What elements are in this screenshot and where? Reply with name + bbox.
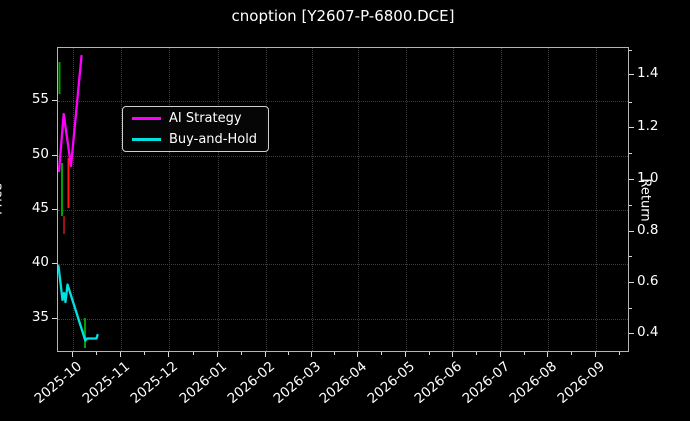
gridline-v — [72, 48, 74, 351]
y-axis-label-price: Price — [0, 183, 6, 215]
return-minor-tick-mark — [629, 101, 632, 103]
y-tick-mark — [52, 209, 57, 210]
x-tick-label: 2025-10 — [31, 358, 85, 407]
x-tick-label: 2026-01 — [176, 358, 230, 407]
x-tick-mark — [356, 352, 358, 357]
gridline-h — [58, 156, 628, 157]
return-tick-mark — [629, 230, 634, 232]
return-minor-tick-mark — [629, 153, 632, 155]
x-minor-tick-mark — [476, 352, 478, 355]
x-tick-label: 2026-04 — [316, 358, 370, 407]
gridline-v — [548, 48, 550, 351]
return-tick-label: 1.2 — [637, 117, 659, 134]
gridline-v — [501, 48, 502, 351]
return-tick-mark — [629, 74, 634, 75]
return-tick-label: 1.4 — [637, 65, 659, 81]
gridline-v — [266, 48, 267, 351]
x-minor-tick-mark — [523, 352, 525, 355]
x-minor-tick-mark — [619, 352, 621, 355]
gridline-v — [453, 48, 455, 351]
x-tick-mark — [500, 352, 501, 357]
return-tick-mark — [629, 179, 634, 180]
legend-item-buy-and-hold: Buy-and-Hold — [123, 131, 268, 148]
legend-line-buy-and-hold-icon — [132, 138, 161, 141]
x-tick-label: 2026-05 — [364, 358, 418, 407]
x-minor-tick-mark — [380, 352, 382, 355]
return-tick-label: 0.4 — [637, 324, 659, 340]
y-tick-mark — [52, 100, 57, 101]
x-minor-tick-mark — [571, 352, 573, 355]
chart-title: cnoption [Y2607-P-6800.DCE] — [231, 7, 455, 25]
gridline-h — [58, 101, 628, 102]
legend-item-ai-strategy: AI Strategy — [123, 110, 268, 127]
gridline-v — [169, 48, 171, 351]
series-line-ai-strategy — [58, 54, 83, 173]
x-minor-tick-mark — [144, 352, 146, 355]
x-tick-mark — [168, 352, 170, 357]
legend: AI Strategy Buy-and-Hold — [122, 106, 269, 152]
x-tick-label: 2026-08 — [506, 358, 561, 407]
gridline-v — [311, 48, 313, 351]
gridline-h — [58, 210, 628, 211]
series-plot — [58, 54, 99, 348]
y-tick-mark — [52, 155, 57, 156]
gridline-h — [58, 319, 628, 320]
x-tick-mark — [547, 352, 549, 357]
series-line-buy-and-hold — [58, 264, 99, 342]
gridline-h — [58, 264, 628, 265]
x-tick-mark — [120, 352, 121, 357]
gridline-v — [406, 48, 407, 351]
gridline-v — [596, 48, 597, 351]
gridline-v — [121, 48, 122, 351]
x-tick-mark — [452, 352, 454, 357]
x-minor-tick-mark — [192, 352, 194, 355]
x-minor-tick-mark — [95, 352, 97, 355]
x-tick-mark — [216, 352, 218, 357]
x-minor-tick-mark — [333, 352, 335, 355]
gridline-v — [217, 48, 219, 351]
return-minor-tick-mark — [629, 49, 632, 51]
plot-area: AI Strategy Buy-and-Hold — [57, 47, 629, 352]
x-minor-tick-mark — [288, 352, 289, 355]
x-tick-label: 2025-11 — [79, 358, 133, 407]
y-tick-mark — [52, 318, 57, 319]
return-tick-mark — [629, 282, 634, 283]
return-minor-tick-mark — [629, 256, 632, 258]
x-tick-mark — [405, 352, 406, 357]
x-tick-label: 2026-06 — [411, 358, 466, 407]
x-tick-mark — [71, 352, 73, 357]
x-tick-label: 2026-03 — [270, 358, 324, 407]
y-tick-label: 35 — [31, 309, 49, 325]
x-tick-mark — [310, 352, 312, 357]
return-minor-tick-mark — [629, 307, 632, 309]
x-tick-mark — [595, 352, 596, 357]
y-tick-label: 50 — [31, 146, 49, 162]
legend-label-ai-strategy: AI Strategy — [169, 111, 242, 126]
x-tick-label: 2026-07 — [459, 358, 513, 407]
legend-label-buy-and-hold: Buy-and-Hold — [169, 132, 258, 147]
x-tick-label: 2026-02 — [224, 358, 278, 407]
y-tick-mark — [52, 263, 57, 264]
y-tick-label: 55 — [31, 91, 49, 107]
return-minor-tick-mark — [629, 204, 632, 206]
return-tick-mark — [629, 333, 634, 334]
y-tick-label: 40 — [31, 254, 49, 270]
return-tick-label: 0.8 — [637, 221, 659, 238]
y-tick-label: 45 — [31, 200, 49, 216]
legend-line-ai-strategy-icon — [132, 117, 161, 120]
gridline-v — [357, 48, 359, 351]
return-tick-label: 1.0 — [637, 170, 659, 186]
return-tick-label: 0.6 — [637, 273, 659, 289]
x-minor-tick-mark — [240, 352, 242, 355]
x-tick-mark — [265, 352, 266, 357]
return-tick-mark — [629, 126, 634, 128]
x-minor-tick-mark — [428, 352, 430, 355]
x-tick-label: 2026-09 — [554, 358, 608, 407]
x-tick-label: 2025-12 — [127, 358, 182, 407]
